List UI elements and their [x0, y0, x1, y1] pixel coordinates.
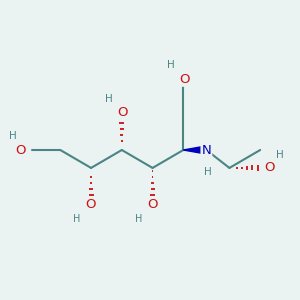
Text: O: O	[85, 198, 96, 211]
Text: H: H	[167, 60, 174, 70]
Text: H: H	[134, 214, 142, 224]
Text: O: O	[16, 143, 26, 157]
Text: O: O	[117, 106, 128, 119]
Text: O: O	[147, 198, 157, 211]
Text: O: O	[264, 161, 275, 174]
Text: N: N	[202, 143, 211, 157]
Text: H: H	[276, 150, 283, 160]
Text: H: H	[73, 214, 80, 224]
Text: H: H	[9, 131, 16, 141]
Text: O: O	[179, 73, 190, 86]
Text: H: H	[105, 94, 113, 104]
Text: H: H	[204, 167, 212, 176]
Polygon shape	[183, 146, 206, 154]
